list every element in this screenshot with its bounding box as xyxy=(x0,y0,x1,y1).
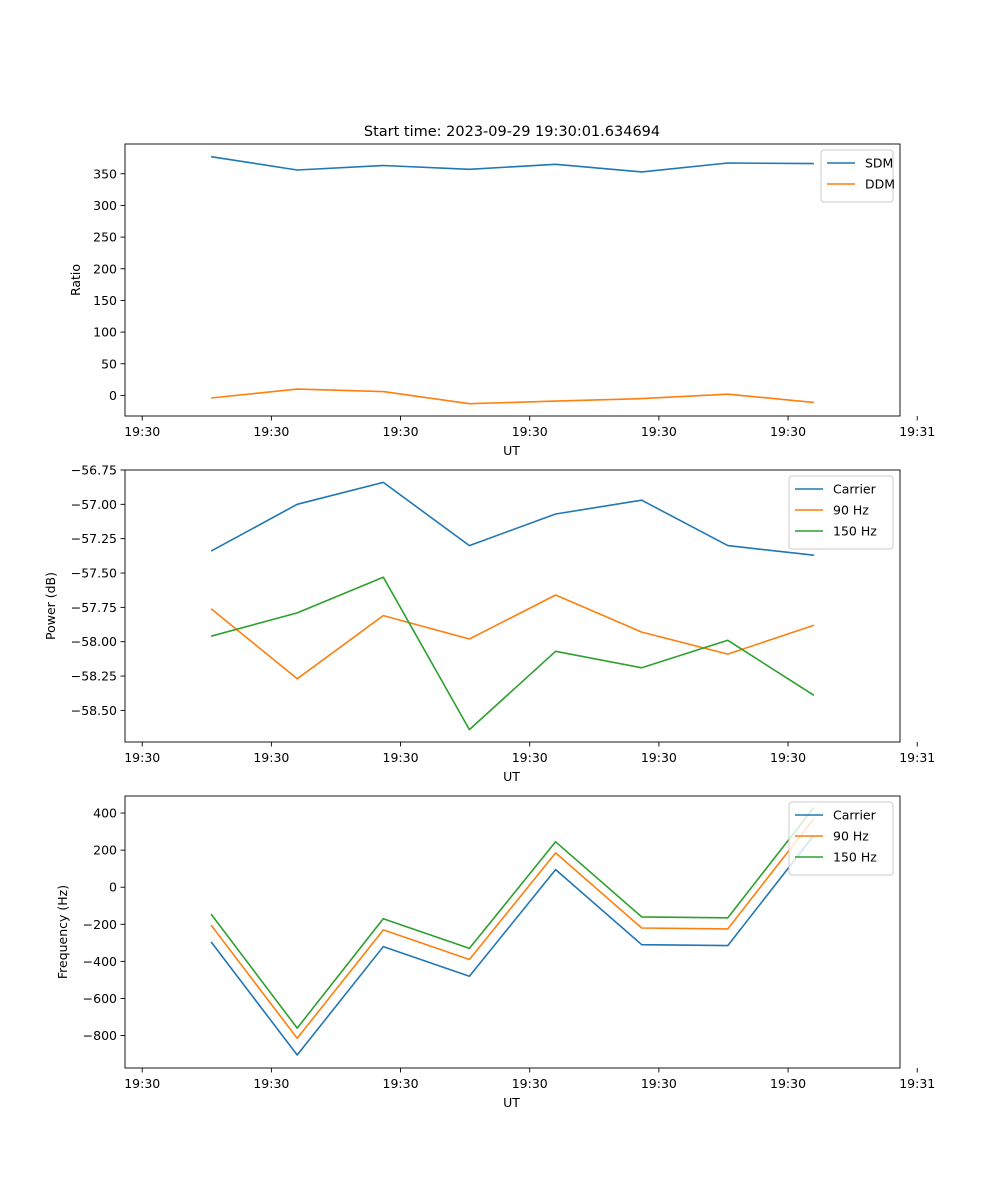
y-tick-label: −57.50 xyxy=(71,566,117,581)
x-tick-label: 19:31 xyxy=(899,424,935,439)
panels: 19:30 19:30 19:30 19:30 19:30 19:30 19:31 0 50 10… xyxy=(43,143,935,1110)
x-axis-label: UT xyxy=(503,1095,520,1110)
x-tick-label: 19:30 xyxy=(253,750,289,765)
y-tick-label: 350 xyxy=(93,166,117,181)
series-line-carrier xyxy=(210,481,814,556)
legend: Carrier 90 Hz 150 Hz xyxy=(788,801,894,876)
x-tick-label: 19:30 xyxy=(770,1076,806,1091)
panel-3: 19:30 19:30 19:30 19:30 19:30 19:30 19:31 400 20… xyxy=(55,795,935,1110)
x-tick-label: 19:30 xyxy=(770,750,806,765)
x-tick-label: 19:30 xyxy=(383,424,419,439)
x-tick-label: 19:30 xyxy=(512,1076,548,1091)
axes-frame xyxy=(124,143,901,417)
legend: SDM DDM xyxy=(820,149,895,203)
y-axis-label: Ratio xyxy=(68,264,83,296)
series-line-sdm xyxy=(210,155,814,173)
y-tick-label: −57.25 xyxy=(71,531,117,546)
y-tick-label: 400 xyxy=(93,806,117,821)
x-axis-label: UT xyxy=(503,443,520,458)
x-tick-label: 19:30 xyxy=(641,424,677,439)
x-tick-label: 19:30 xyxy=(383,1076,419,1091)
y-axis-label: Frequency (Hz) xyxy=(55,885,70,979)
panel-1: 19:30 19:30 19:30 19:30 19:30 19:30 19:31 0 50 10… xyxy=(68,143,935,458)
legend-label-90-hz: 90 Hz xyxy=(833,829,869,844)
x-tick-label: 19:30 xyxy=(124,1076,160,1091)
y-tick-label: 200 xyxy=(93,843,117,858)
axes-frame xyxy=(124,795,901,1069)
y-tick-label: −57.75 xyxy=(71,600,117,615)
figure-title: Start time: 2023-09-29 19:30:01.634694 xyxy=(364,124,660,140)
y-tick-label: −58.25 xyxy=(71,669,117,684)
series-line-90-hz xyxy=(210,818,815,1040)
x-axis-label: UT xyxy=(503,769,520,784)
legend-label-carrier: Carrier xyxy=(833,482,877,497)
legend-label-ddm: DDM xyxy=(865,177,895,192)
y-tick-label: 250 xyxy=(93,230,117,245)
x-tick-label: 19:30 xyxy=(641,1076,677,1091)
series-line-150-hz xyxy=(210,807,815,1029)
legend-label-150-hz: 150 Hz xyxy=(833,850,877,865)
series-line-ddm xyxy=(211,388,814,405)
x-tick-label: 19:30 xyxy=(253,424,289,439)
legend-label-90-hz: 90 Hz xyxy=(833,503,869,518)
series-line-carrier xyxy=(210,834,815,1056)
legend-label-sdm: SDM xyxy=(865,156,893,171)
legend-label-carrier: Carrier xyxy=(833,808,877,823)
y-tick-label: −600 xyxy=(83,991,117,1006)
y-tick-label: 150 xyxy=(93,293,117,308)
y-tick-label: −57.00 xyxy=(71,497,117,512)
y-tick-label: 0 xyxy=(109,388,117,403)
y-tick-label: 200 xyxy=(93,261,117,276)
x-tick-label: 19:30 xyxy=(512,750,548,765)
y-tick-label: 50 xyxy=(101,356,117,371)
y-tick-label: 300 xyxy=(93,198,117,213)
x-tick-label: 19:30 xyxy=(124,424,160,439)
y-tick-label: −200 xyxy=(83,917,117,932)
x-tick-label: 19:30 xyxy=(512,424,548,439)
y-tick-label: −58.00 xyxy=(71,634,117,649)
x-tick-label: 19:31 xyxy=(899,1076,935,1091)
y-tick-label: 0 xyxy=(109,880,117,895)
panel-2: 19:30 19:30 19:30 19:30 19:30 19:30 19:31 −56.7… xyxy=(43,463,935,785)
x-tick-label: 19:30 xyxy=(641,750,677,765)
y-tick-label: −56.75 xyxy=(71,463,117,478)
y-tick-label: −400 xyxy=(83,954,117,969)
x-tick-label: 19:30 xyxy=(383,750,419,765)
series-line-90-hz xyxy=(210,594,815,680)
legend: Carrier 90 Hz 150 Hz xyxy=(788,475,894,550)
y-tick-label: −800 xyxy=(83,1028,117,1043)
y-axis-label: Power (dB) xyxy=(43,572,58,640)
x-tick-label: 19:30 xyxy=(253,1076,289,1091)
x-tick-label: 19:30 xyxy=(124,750,160,765)
y-tick-label: 100 xyxy=(93,325,117,340)
axes-frame xyxy=(124,469,901,743)
series-line-150-hz xyxy=(210,576,815,731)
y-tick-label: −58.50 xyxy=(71,703,117,718)
x-tick-label: 19:31 xyxy=(899,750,935,765)
x-tick-label: 19:30 xyxy=(770,424,806,439)
legend-label-150-hz: 150 Hz xyxy=(833,524,877,539)
